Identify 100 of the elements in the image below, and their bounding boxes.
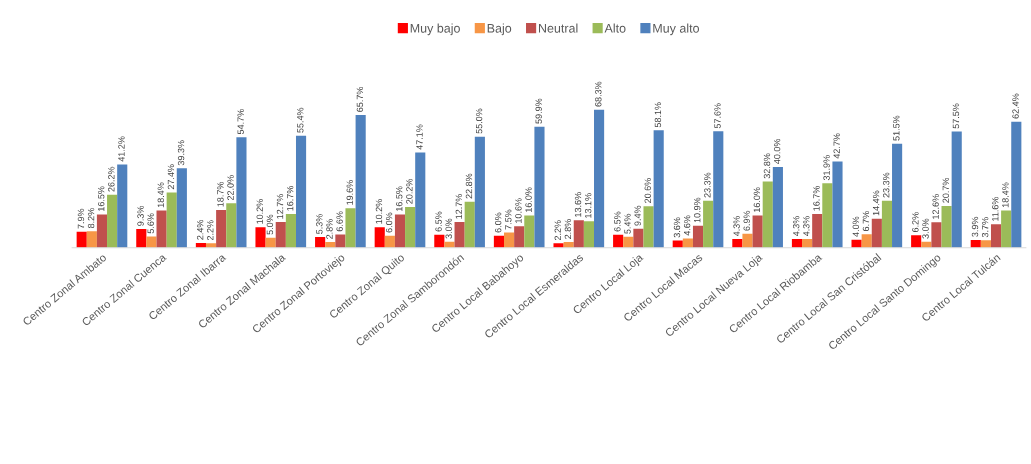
bar — [394, 214, 406, 248]
bar — [454, 222, 465, 248]
data-label: 16.7% — [286, 185, 294, 211]
data-label: 19.6% — [346, 180, 353, 205]
bar — [1001, 210, 1012, 248]
data-label: 10.6% — [515, 198, 522, 223]
bar — [285, 214, 296, 248]
data-label: 16.7% — [813, 185, 820, 211]
data-label: 42.7% — [833, 133, 840, 159]
data-label: 55.0% — [475, 108, 483, 134]
legend-label: Bajo — [487, 23, 512, 36]
bar — [464, 201, 475, 248]
bar — [682, 238, 693, 248]
data-label: 7.9% — [77, 208, 85, 229]
data-label: 68.3% — [595, 81, 602, 107]
bar — [732, 239, 743, 248]
bar — [117, 164, 128, 248]
data-label: 26.2% — [108, 166, 115, 192]
bar — [643, 206, 654, 248]
data-label: 5.0% — [266, 214, 274, 235]
data-label: 3.6% — [673, 217, 681, 238]
bar — [892, 143, 903, 248]
data-label: 22.0% — [227, 175, 234, 201]
data-label: 12.7% — [455, 194, 462, 219]
bar — [931, 222, 942, 248]
legend-label: Muy alto — [653, 23, 700, 36]
data-label: 4.6% — [683, 215, 691, 236]
bar — [752, 215, 763, 248]
bar — [553, 243, 564, 248]
data-label: 54.7% — [237, 109, 244, 135]
data-label: 18.4% — [157, 182, 164, 208]
data-label: 12.6% — [932, 194, 939, 219]
data-label: 3.0% — [922, 218, 929, 239]
bar — [812, 214, 823, 248]
data-label: 6.6% — [336, 211, 343, 232]
bar — [524, 215, 535, 248]
data-label: 59.9% — [535, 98, 542, 124]
data-label: 27.4% — [167, 164, 175, 190]
bar — [692, 225, 704, 248]
data-label: 58.1% — [654, 102, 662, 128]
data-label: 6.0% — [385, 212, 393, 233]
bar — [802, 239, 813, 248]
data-label: 57.6% — [714, 103, 721, 129]
data-label: 12.7% — [276, 194, 284, 219]
data-label: 18.4% — [1002, 182, 1009, 208]
data-label: 16.5% — [396, 186, 403, 211]
data-label: 10.2% — [375, 199, 383, 224]
bar — [623, 236, 634, 248]
data-label: 40.0% — [773, 138, 781, 164]
data-label: 6.5% — [614, 211, 621, 232]
bar — [653, 130, 664, 248]
data-label: 3.0% — [445, 218, 452, 239]
bar — [514, 226, 525, 248]
data-label: 13.6% — [574, 192, 582, 217]
data-label: 4.3% — [733, 216, 740, 237]
bar — [315, 237, 326, 248]
bar — [226, 203, 237, 248]
bar — [107, 194, 118, 248]
data-label: 9.3% — [137, 205, 144, 226]
data-label: 41.2% — [118, 136, 125, 162]
bar — [255, 227, 266, 248]
bar — [444, 241, 455, 248]
data-label: 65.7% — [356, 86, 364, 112]
legend-label: Alto — [604, 23, 626, 33]
data-label: 55.4% — [297, 107, 304, 133]
data-label: 6.0% — [494, 212, 502, 233]
data-label: 39.3% — [177, 140, 185, 166]
bar — [405, 206, 416, 248]
data-label: 4.0% — [852, 216, 859, 237]
data-label: 20.6% — [644, 178, 651, 203]
bar — [504, 232, 515, 248]
bar — [295, 135, 307, 248]
data-label: 8.2% — [87, 208, 95, 229]
bar — [742, 233, 753, 248]
data-label: 2.8% — [564, 219, 572, 239]
data-label: 10.2% — [256, 199, 263, 224]
data-label: 20.2% — [406, 178, 413, 204]
data-label: 10.9% — [694, 197, 701, 223]
data-label: 16.5% — [98, 186, 105, 211]
bar — [345, 208, 356, 248]
data-label: 2.2% — [207, 220, 214, 241]
bar — [166, 192, 177, 248]
bar — [76, 231, 87, 248]
bar — [990, 224, 1002, 248]
data-label: 16.0% — [753, 187, 761, 212]
bar — [216, 209, 227, 248]
data-label: 2.4% — [196, 219, 204, 240]
data-label: 31.9% — [823, 155, 830, 181]
bar — [374, 227, 385, 248]
data-label: 7.5% — [505, 209, 512, 230]
bar — [275, 222, 286, 248]
bar — [762, 181, 773, 248]
bar — [633, 228, 644, 248]
bar — [335, 234, 346, 248]
data-label: 4.3% — [792, 216, 800, 237]
bar — [881, 200, 893, 248]
data-label: 5.6% — [147, 213, 154, 234]
data-label: 5.3% — [316, 214, 323, 234]
data-label: 20.7% — [942, 177, 949, 203]
bar — [236, 137, 247, 248]
